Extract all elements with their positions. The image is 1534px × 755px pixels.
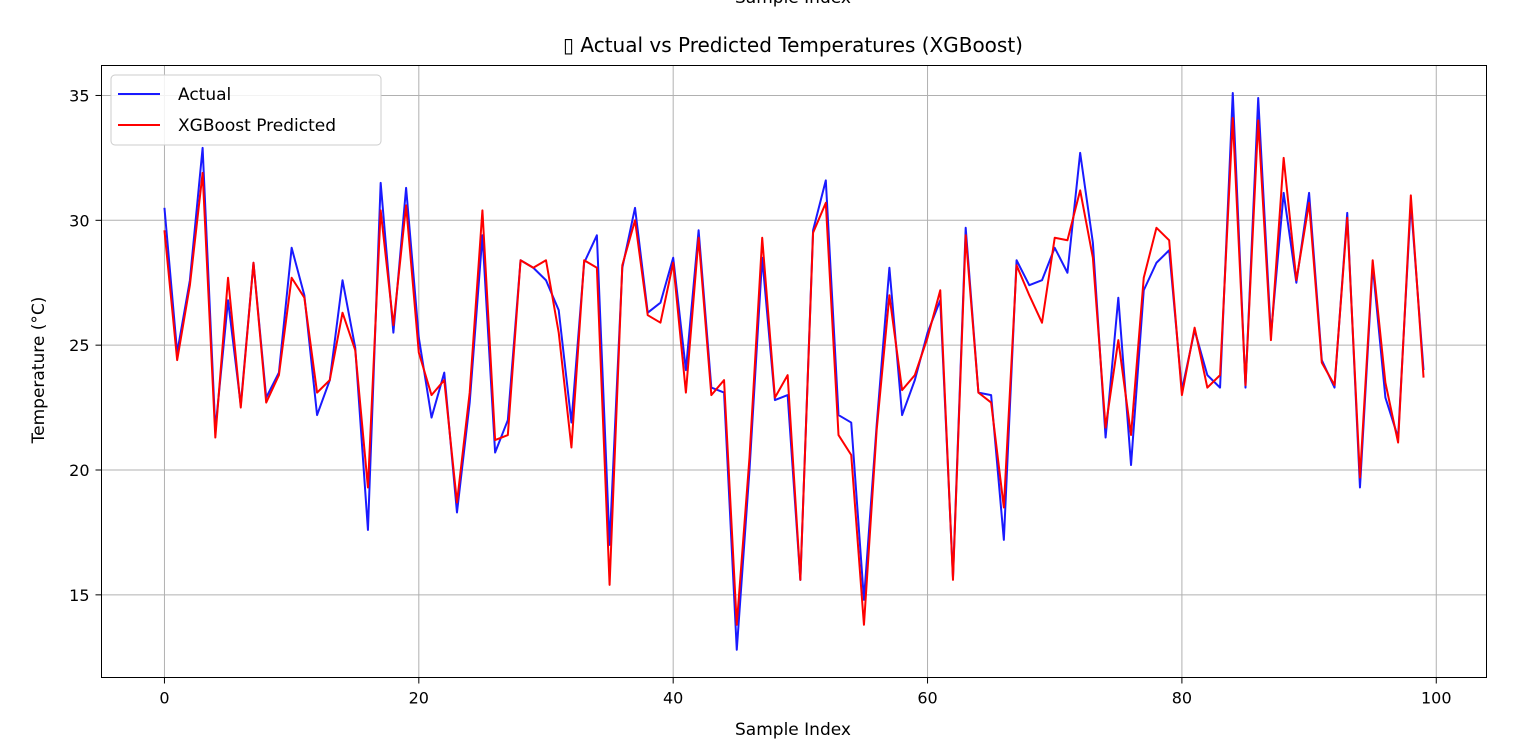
x-tick-label: 60 [917,689,937,708]
legend: Actual XGBoost Predicted [110,74,382,146]
y-tick-label: 30 [69,211,89,230]
gridlines [101,65,1487,678]
legend-box [110,74,382,146]
x-tick-label: 20 [409,689,429,708]
y-tick-label: 15 [69,586,89,605]
y-axis-label: Temperature (°C) [29,297,49,445]
y-tick-label: 35 [69,86,89,105]
x-tick-label: 40 [663,689,683,708]
x-tick-label: 80 [1172,689,1192,708]
chart-title: ▯ Actual vs Predicted Temperatures (XGBo… [563,33,1023,57]
x-tick-label: 100 [1421,689,1452,708]
top-cut-label: Sample Index [735,0,851,8]
y-tick-label: 25 [69,336,89,355]
plot-frame [101,65,1487,678]
series-lines [163,91,1425,651]
series-line-xgboost-predicted [163,116,1425,626]
x-axis-label: Sample Index [735,720,851,740]
x-axis: 0 20 40 60 80 100 [159,677,1452,708]
legend-label: XGBoost Predicted [178,116,336,136]
x-tick-label: 0 [159,689,169,708]
legend-label: Actual [178,85,231,105]
y-axis: 15 20 25 30 35 [69,86,102,605]
y-tick-label: 20 [69,461,89,480]
